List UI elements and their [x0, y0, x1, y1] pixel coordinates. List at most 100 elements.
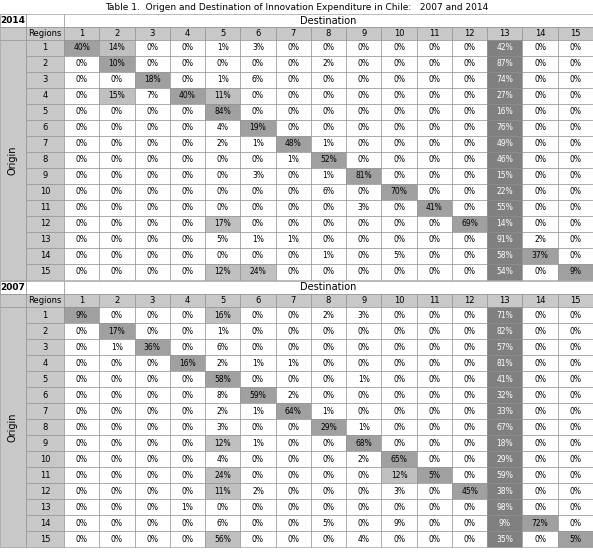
Bar [205, 232, 240, 248]
Bar [135, 104, 170, 120]
Text: 0%: 0% [464, 535, 476, 543]
Text: 0%: 0% [181, 60, 193, 69]
Bar [558, 40, 593, 56]
Bar [135, 56, 170, 72]
Text: 0%: 0% [534, 343, 546, 352]
Text: 0%: 0% [464, 187, 476, 196]
Bar [170, 27, 205, 40]
Text: 8: 8 [326, 29, 331, 38]
Bar [170, 168, 205, 184]
Bar [26, 264, 64, 280]
Bar [452, 152, 487, 168]
Text: 0%: 0% [358, 44, 370, 52]
Text: 0%: 0% [534, 60, 546, 69]
Text: 0%: 0% [358, 487, 370, 496]
Text: 0%: 0% [252, 518, 264, 527]
Text: 1%: 1% [323, 252, 334, 261]
Bar [417, 88, 452, 104]
Bar [240, 451, 276, 467]
Bar [346, 451, 381, 467]
Text: Destination: Destination [300, 16, 356, 26]
Bar [452, 451, 487, 467]
Text: 0%: 0% [358, 75, 370, 84]
Bar [276, 355, 311, 371]
Text: 0%: 0% [358, 326, 370, 335]
Text: 12%: 12% [215, 267, 231, 277]
Text: 9%: 9% [76, 310, 88, 320]
Text: 0%: 0% [569, 204, 581, 213]
Text: 16%: 16% [214, 310, 231, 320]
Text: 0%: 0% [428, 140, 440, 148]
Bar [311, 387, 346, 403]
Bar [487, 184, 522, 200]
Bar [417, 483, 452, 499]
Bar [417, 371, 452, 387]
Bar [240, 200, 276, 216]
Text: 0%: 0% [111, 123, 123, 132]
Text: 0%: 0% [569, 156, 581, 165]
Bar [487, 264, 522, 280]
Text: 0%: 0% [323, 470, 334, 479]
Text: 0%: 0% [111, 187, 123, 196]
Text: 13: 13 [499, 296, 510, 305]
Bar [452, 264, 487, 280]
Bar [26, 120, 64, 136]
Text: 0%: 0% [569, 123, 581, 132]
Bar [522, 483, 558, 499]
Bar [487, 216, 522, 232]
Bar [135, 435, 170, 451]
Text: 15: 15 [570, 296, 581, 305]
Bar [135, 232, 170, 248]
Bar [26, 281, 64, 294]
Text: 0%: 0% [569, 487, 581, 496]
Bar [170, 515, 205, 531]
Bar [417, 307, 452, 323]
Text: 0%: 0% [181, 44, 193, 52]
Text: 0%: 0% [534, 187, 546, 196]
Bar [99, 355, 135, 371]
Bar [558, 515, 593, 531]
Text: 58%: 58% [214, 374, 231, 383]
Text: 0%: 0% [534, 406, 546, 416]
Text: 0%: 0% [464, 140, 476, 148]
Bar [135, 72, 170, 88]
Text: 0%: 0% [146, 252, 158, 261]
Text: 0%: 0% [216, 204, 229, 213]
Bar [135, 307, 170, 323]
Bar [311, 467, 346, 483]
Text: 0%: 0% [76, 75, 88, 84]
Text: 0%: 0% [393, 267, 405, 277]
Text: 0%: 0% [111, 156, 123, 165]
Bar [558, 531, 593, 547]
Text: 0%: 0% [252, 503, 264, 512]
Text: 12: 12 [464, 296, 475, 305]
Text: 0%: 0% [111, 171, 123, 180]
Text: 0%: 0% [181, 518, 193, 527]
Bar [346, 136, 381, 152]
Text: 48%: 48% [285, 140, 302, 148]
Bar [452, 136, 487, 152]
Bar [311, 232, 346, 248]
Bar [26, 14, 64, 27]
Bar [276, 72, 311, 88]
Text: 41%: 41% [496, 374, 513, 383]
Text: 0%: 0% [252, 252, 264, 261]
Text: 0%: 0% [569, 92, 581, 100]
Text: 0%: 0% [181, 535, 193, 543]
Bar [276, 419, 311, 435]
Text: 1%: 1% [323, 171, 334, 180]
Bar [99, 248, 135, 264]
Text: 0%: 0% [252, 219, 264, 228]
Text: 0%: 0% [111, 391, 123, 400]
Bar [26, 184, 64, 200]
Bar [276, 168, 311, 184]
Bar [487, 56, 522, 72]
Bar [135, 264, 170, 280]
Text: 0%: 0% [146, 374, 158, 383]
Text: 0%: 0% [287, 374, 299, 383]
Text: 0%: 0% [111, 503, 123, 512]
Text: 0%: 0% [181, 204, 193, 213]
Bar [311, 200, 346, 216]
Text: 0%: 0% [534, 267, 546, 277]
Bar [346, 467, 381, 483]
